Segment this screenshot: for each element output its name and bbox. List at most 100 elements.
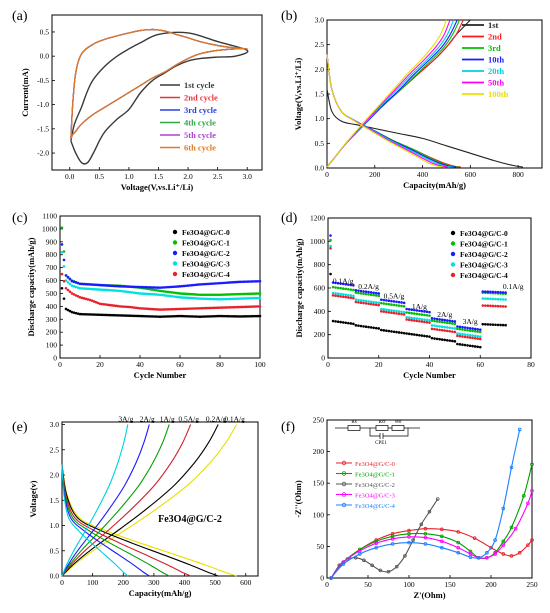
data-point <box>94 313 98 316</box>
data-point <box>250 305 254 308</box>
data-point <box>92 300 96 303</box>
data-point <box>485 550 489 555</box>
y-tick-label: -1.0 <box>37 100 49 109</box>
data-point <box>74 294 78 297</box>
data-point <box>329 576 333 580</box>
data-point <box>116 304 120 308</box>
data-point <box>132 291 136 294</box>
data-point <box>192 283 196 287</box>
data-point <box>252 314 256 318</box>
data-point <box>174 314 178 318</box>
data-point <box>448 319 452 323</box>
data-point <box>349 283 353 287</box>
wire <box>369 428 380 437</box>
data-point <box>496 323 500 327</box>
data-point <box>172 314 176 318</box>
data-point <box>359 301 363 305</box>
data-point <box>494 323 497 327</box>
data-point <box>210 297 214 301</box>
panel-label: (d) <box>281 211 298 226</box>
data-point <box>154 286 158 289</box>
data-point <box>224 281 228 285</box>
data-point <box>377 301 381 305</box>
data-point <box>379 301 383 305</box>
data-point <box>96 288 100 291</box>
data-point <box>132 285 136 289</box>
data-point <box>152 293 156 296</box>
data-point <box>148 292 152 296</box>
data-point <box>344 293 348 297</box>
data-point <box>501 543 506 547</box>
data-point <box>491 323 495 326</box>
data-point <box>162 315 166 318</box>
nyquist-curve <box>330 429 521 579</box>
nyquist-curve <box>330 464 533 579</box>
data-point <box>228 293 232 296</box>
data-point <box>526 501 530 506</box>
data-point <box>78 286 82 290</box>
data-point <box>334 292 337 295</box>
data-point <box>98 283 102 287</box>
data-point <box>104 303 108 306</box>
data-point <box>106 313 110 317</box>
data-point <box>427 509 432 514</box>
rate-label: 0.1A/g <box>224 415 245 424</box>
rate-label: 0.1A/g <box>503 282 524 291</box>
data-point <box>76 286 80 289</box>
data-point <box>428 335 431 338</box>
discharge-curve <box>326 54 459 168</box>
data-point <box>118 314 122 317</box>
data-point <box>362 292 365 296</box>
data-point <box>150 307 154 311</box>
data-point <box>357 552 362 556</box>
data-point <box>433 317 436 320</box>
data-point <box>385 302 388 306</box>
data-point <box>220 293 224 296</box>
y-tick-label: 700 <box>46 263 58 272</box>
data-point <box>344 282 348 286</box>
legend-label: Fe3O4@G/C-2 <box>182 249 230 258</box>
data-point <box>230 297 234 301</box>
data-point <box>192 315 196 318</box>
x-tick-label: 2.0 <box>183 172 193 181</box>
data-point <box>451 322 454 325</box>
data-point <box>428 321 431 324</box>
data-point <box>509 525 514 530</box>
data-point <box>170 294 174 298</box>
nyquist-curve <box>330 490 533 579</box>
data-point <box>418 317 421 321</box>
y-axis-label: Voltage(V,vs.Li⁺/Li) <box>293 58 303 131</box>
data-point <box>84 282 88 286</box>
data-point <box>244 315 248 318</box>
data-point <box>196 293 200 296</box>
data-point <box>256 292 260 295</box>
data-point <box>224 306 228 309</box>
data-point <box>395 303 398 307</box>
panel-label: (e) <box>12 420 28 435</box>
legend-label: Fe3O4@G/C-1 <box>460 240 508 249</box>
data-point <box>402 331 406 335</box>
data-point <box>256 296 260 300</box>
data-point <box>74 281 78 284</box>
data-point <box>244 280 248 283</box>
data-point <box>430 317 434 320</box>
data-point <box>164 315 168 318</box>
data-point <box>496 304 500 308</box>
data-point <box>66 276 70 279</box>
data-point <box>178 296 182 299</box>
data-point <box>463 343 467 347</box>
data-point <box>329 238 332 242</box>
data-point <box>402 313 406 316</box>
data-point <box>352 284 355 287</box>
x-tick-label: 40 <box>136 360 144 369</box>
data-point <box>236 305 240 309</box>
data-point <box>118 289 122 293</box>
data-point <box>336 292 340 296</box>
data-point <box>114 284 118 288</box>
data-point <box>248 296 252 300</box>
data-point <box>184 296 188 300</box>
data-point <box>445 319 449 322</box>
data-point <box>248 305 252 308</box>
data-point <box>478 335 482 338</box>
